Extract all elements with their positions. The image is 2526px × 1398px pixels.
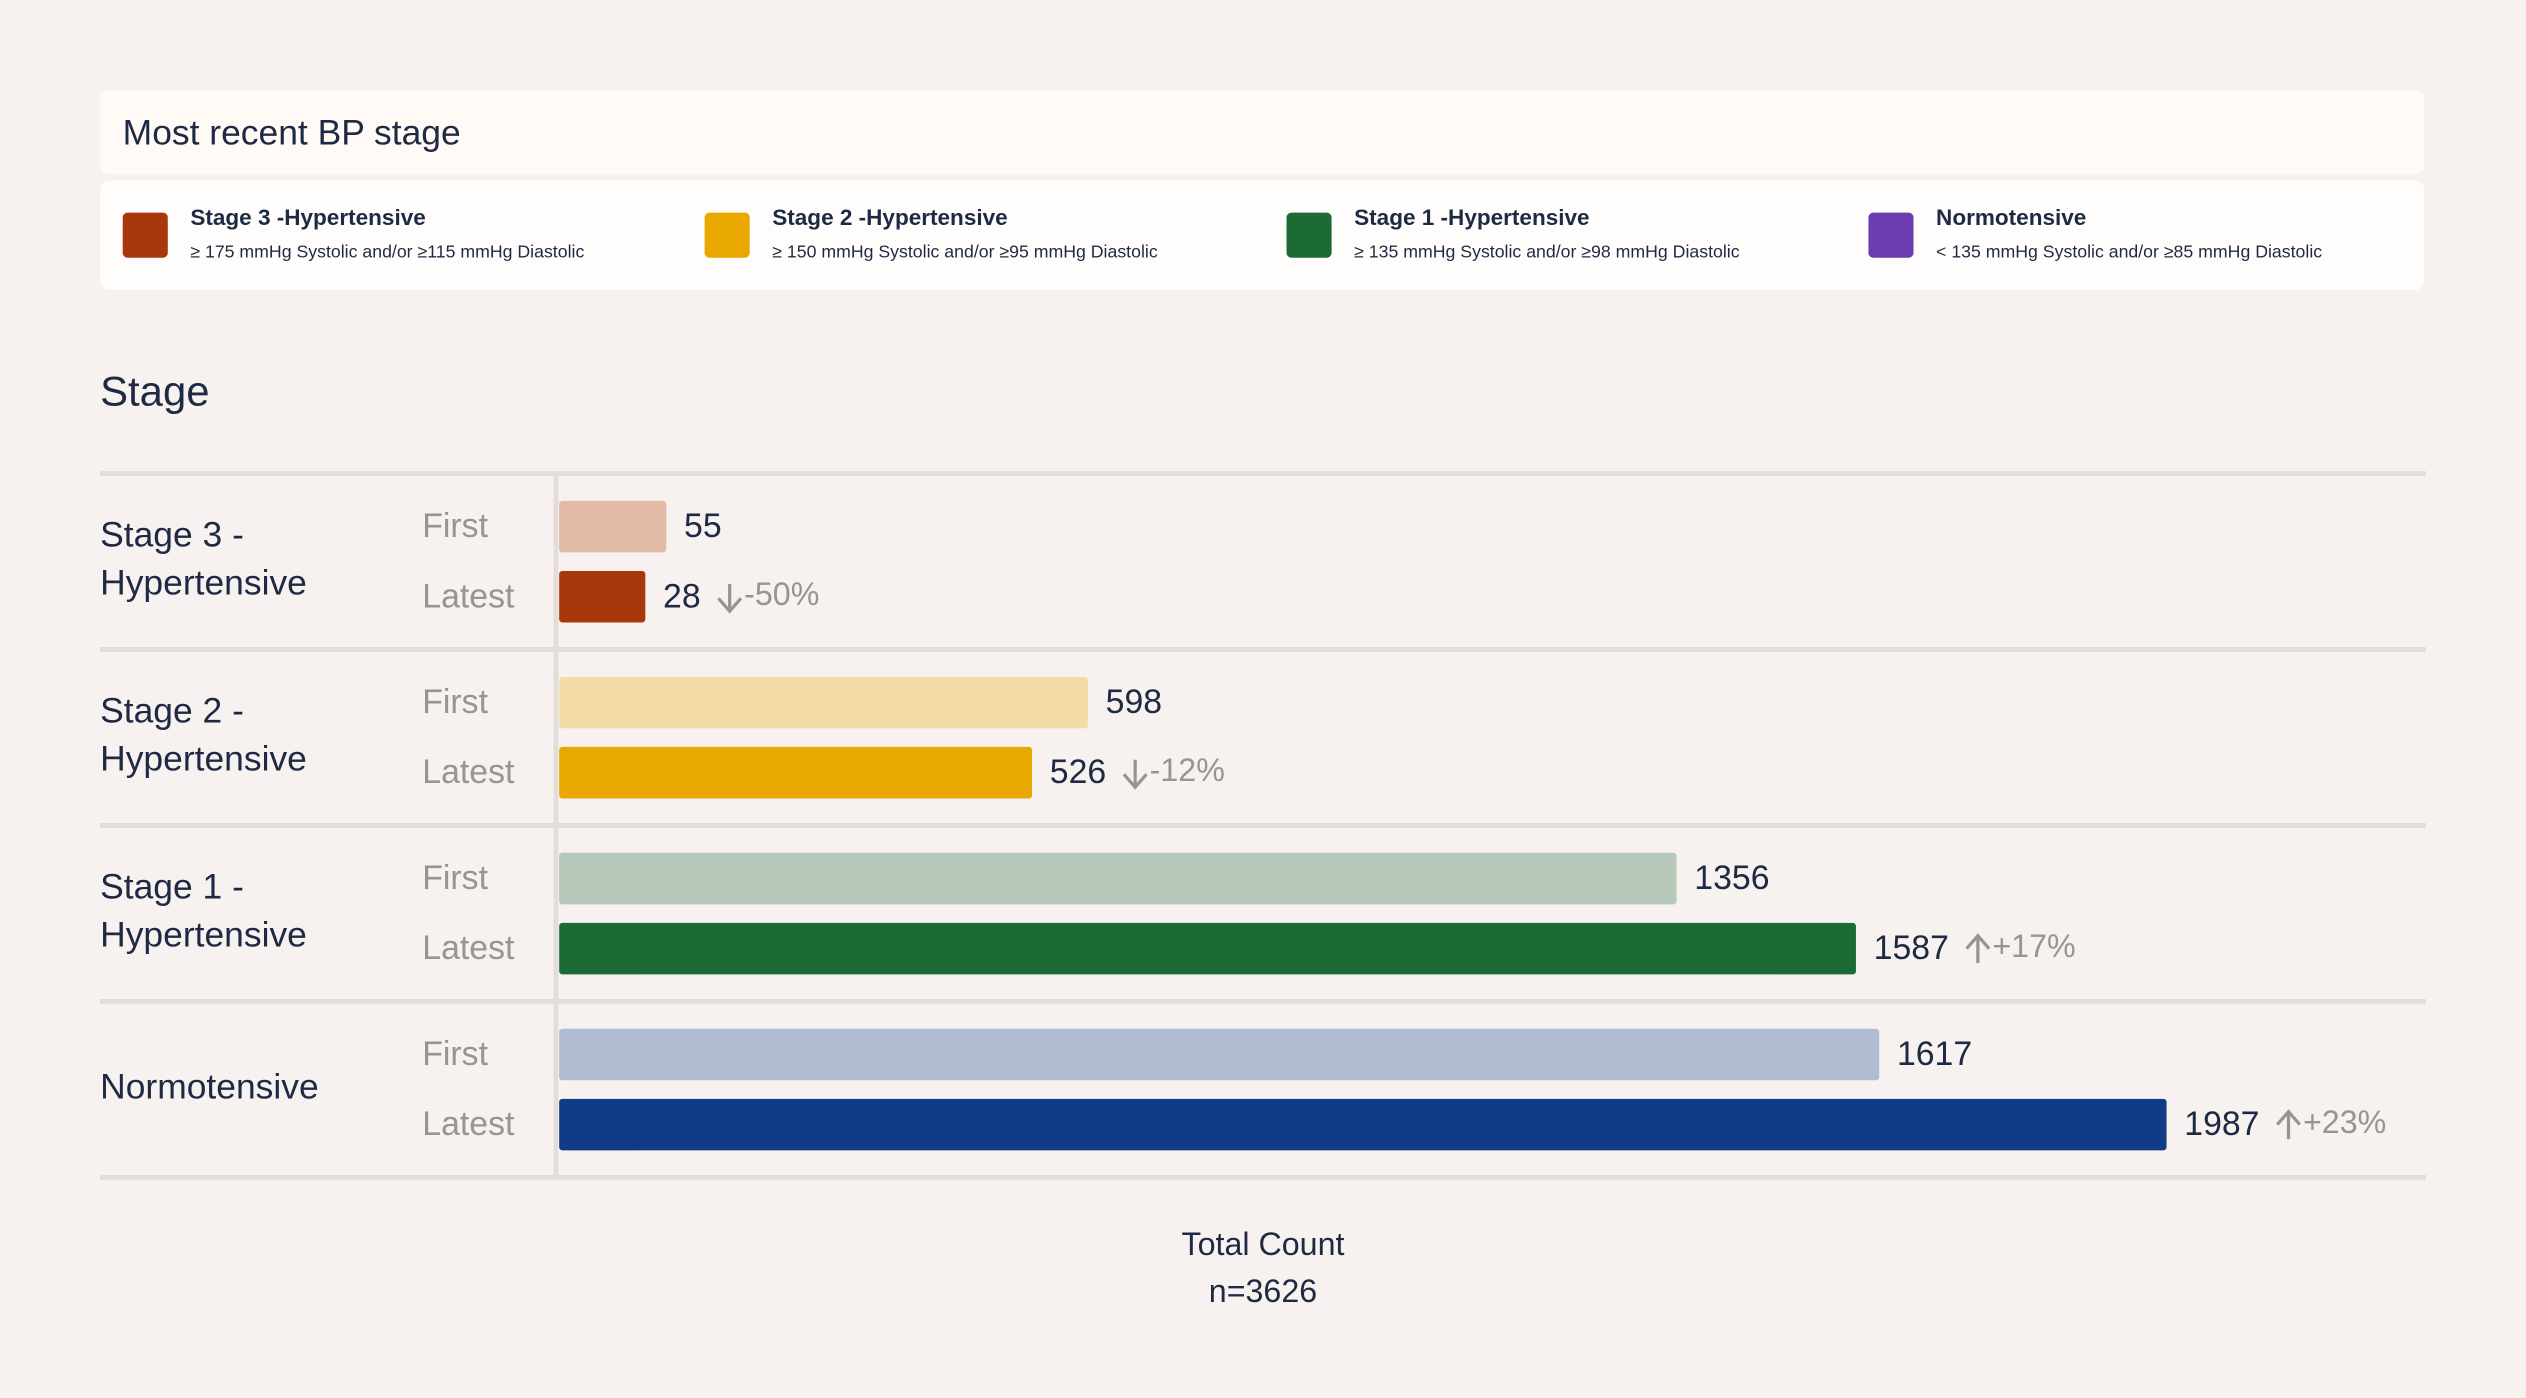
change-arrow [1965, 933, 1991, 964]
legend-name: Stage 3 -Hypertensive [190, 205, 425, 230]
legend-title: Most recent BP stage [123, 113, 461, 153]
legend-description: ≥ 135 mmHg Systolic and/or ≥98 mmHg Dias… [1354, 242, 1740, 262]
value-label: 1587 [1874, 929, 1949, 967]
legend-name: Normotensive [1936, 205, 2086, 230]
category-label: Stage 1 -Hypertensive [100, 867, 307, 955]
value-label: 28 [663, 577, 701, 615]
legend-description: ≥ 150 mmHg Systolic and/or ≥95 mmHg Dias… [772, 242, 1158, 262]
change-label: -50% [744, 576, 819, 612]
legend-name: Stage 1 -Hypertensive [1354, 205, 1589, 230]
series-label: Latest [422, 753, 515, 791]
legend-swatch [1286, 212, 1332, 258]
change-label: +23% [2303, 1104, 2386, 1140]
value-label: 598 [1106, 683, 1162, 721]
value-label: 1617 [1897, 1035, 1972, 1073]
bar [559, 852, 1677, 905]
value-label: 1356 [1694, 859, 1769, 897]
legend-swatch [1868, 212, 1914, 258]
series-label: First [422, 507, 488, 545]
bar [559, 1028, 1880, 1081]
series-label: Latest [422, 1105, 515, 1143]
change-arrow [1122, 759, 1148, 790]
series-label: Latest [422, 577, 515, 615]
legend-description: < 135 mmHg Systolic and/or ≥85 mmHg Dias… [1936, 242, 2322, 262]
series-label: First [422, 859, 488, 897]
bar [559, 676, 1088, 729]
footer-title: Total Count [1182, 1226, 1345, 1262]
change-arrow [717, 583, 743, 614]
series-label: First [422, 683, 488, 721]
bar [559, 1098, 2167, 1151]
change-arrow [2275, 1109, 2301, 1140]
value-label: 526 [1050, 753, 1106, 791]
legend-description: ≥ 175 mmHg Systolic and/or ≥115 mmHg Dia… [190, 242, 584, 262]
series-label: Latest [422, 929, 515, 967]
change-label: +17% [1992, 928, 2075, 964]
bar [559, 922, 1856, 975]
category-label: Normotensive [100, 1067, 319, 1107]
section-title: Stage [100, 368, 209, 415]
legend-card [100, 180, 2425, 290]
category-label: Stage 3 -Hypertensive [100, 515, 307, 603]
category-label: Stage 2 -Hypertensive [100, 691, 307, 779]
bar [559, 746, 1033, 799]
bar [559, 570, 646, 623]
value-label: 55 [684, 507, 722, 545]
value-label: 1987 [2184, 1105, 2259, 1143]
legend-header [100, 90, 2425, 174]
change-label: -12% [1150, 752, 1225, 788]
legend-swatch [704, 212, 750, 258]
series-label: First [422, 1035, 488, 1073]
footer-value: n=3626 [1209, 1273, 1317, 1309]
bar [559, 500, 667, 553]
legend-swatch [122, 212, 168, 258]
legend-name: Stage 2 -Hypertensive [772, 205, 1007, 230]
